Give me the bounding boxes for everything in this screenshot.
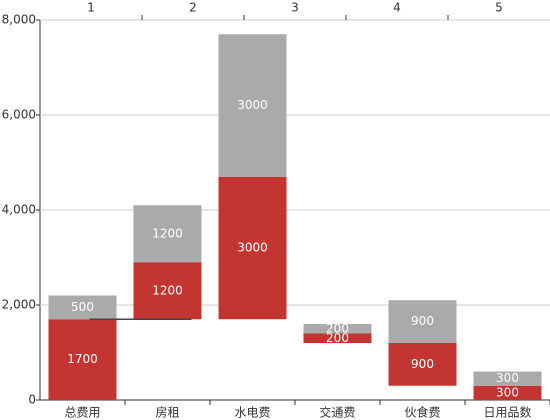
- bar-segment: [48, 295, 117, 320]
- x-tick-label: 房租: [155, 405, 179, 420]
- bar-segment: [304, 343, 372, 400]
- bar-segment: [134, 319, 202, 400]
- bar-segment: [133, 262, 202, 320]
- x2-tick-label: 5: [495, 1, 503, 15]
- data-label: 1200: [152, 226, 183, 240]
- y-tick-label: 0: [28, 393, 36, 407]
- bar-segment: [389, 386, 457, 400]
- x-tick-label: 水电费: [234, 406, 270, 420]
- data-label: 3000: [237, 241, 268, 255]
- bar-segment: [303, 324, 372, 334]
- bar-segment: [48, 319, 117, 400]
- x-tick-label: 交通费: [319, 405, 355, 420]
- data-label: 300: [496, 371, 519, 385]
- data-label: 1200: [152, 283, 183, 297]
- y-tick-label: 8,000: [2, 13, 36, 27]
- bar-segment: [218, 176, 287, 320]
- data-label: 900: [411, 357, 434, 371]
- x2-tick-label: 3: [291, 1, 299, 15]
- x-tick-label: 伙食费: [404, 405, 440, 420]
- bar-segment: [388, 300, 457, 343]
- bar-segment: [303, 333, 372, 343]
- y-tick-label: 6,000: [2, 108, 36, 122]
- x2-tick-label: 2: [189, 1, 197, 15]
- data-label: 200: [326, 321, 349, 335]
- y-tick-label: 2,000: [2, 298, 36, 312]
- x-tick-label: 日用品数: [483, 405, 531, 420]
- data-label: 900: [411, 314, 434, 328]
- y-tick-label: 4,000: [2, 203, 36, 217]
- bar-segment: [219, 319, 287, 400]
- x2-tick-label: 1: [87, 1, 95, 15]
- x-tick-label: 总费用: [64, 406, 100, 420]
- bar-segment: [473, 371, 542, 386]
- bar-segment: [388, 343, 457, 386]
- data-label: 200: [326, 331, 349, 345]
- data-label: 3000: [237, 98, 268, 112]
- bar-segment: [473, 385, 542, 400]
- bar-segment: [133, 205, 202, 263]
- x2-tick-label: 4: [393, 1, 401, 15]
- data-label: 1700: [67, 352, 98, 366]
- data-label: 300: [496, 385, 519, 399]
- data-label: 500: [71, 300, 94, 314]
- bar-segment: [218, 34, 287, 177]
